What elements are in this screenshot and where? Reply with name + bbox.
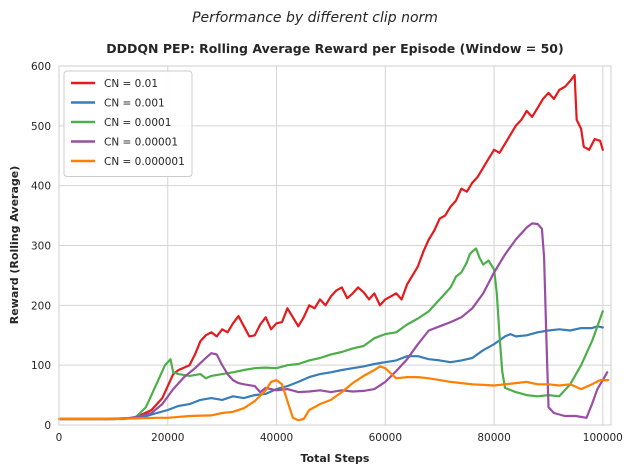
legend-label: CN = 0.01	[104, 78, 158, 90]
axis-ticks: 0 20000 40000 60000 80000 100000 0 100 200 300 400…	[31, 61, 623, 444]
legend-label: CN = 0.00001	[104, 137, 178, 149]
y-tick-label: 400	[31, 181, 51, 193]
series-line-cn-0-00001	[57, 222, 609, 421]
y-tick-label: 0	[44, 420, 51, 432]
x-tick-label: 20000	[151, 432, 184, 444]
x-tick-label: 0	[56, 432, 63, 444]
series-line-cn-0-01	[57, 73, 604, 421]
series-line-cn-0-0001	[57, 247, 604, 421]
legend-label: CN = 0.000001	[104, 156, 185, 168]
x-axis-label: Total Steps	[301, 452, 370, 465]
chart-title: DDDQN PEP: Rolling Average Reward per Ep…	[106, 41, 563, 56]
y-tick-label: 200	[31, 300, 51, 312]
series-line-cn-0-000001	[57, 365, 610, 422]
series-lines	[57, 73, 610, 422]
x-tick-label: 80000	[477, 432, 510, 444]
legend: CN = 0.01 CN = 0.001 CN = 0.0001 CN = 0.000…	[63, 70, 193, 177]
plot-frame	[58, 65, 612, 426]
series-line-cn-0-001	[57, 325, 604, 421]
legend-label: CN = 0.001	[104, 98, 165, 110]
x-tick-label: 60000	[369, 432, 402, 444]
y-axis-label: Reward (Rolling Average)	[8, 166, 21, 325]
legend-box	[63, 70, 193, 177]
y-tick-label: 100	[31, 360, 51, 372]
x-tick-label: 100000	[583, 432, 623, 444]
y-tick-label: 500	[31, 121, 51, 133]
chart-suptitle: Performance by different clip norm	[192, 10, 438, 26]
y-tick-label: 300	[31, 241, 51, 253]
y-tick-label: 600	[31, 61, 51, 73]
legend-label: CN = 0.0001	[104, 117, 171, 129]
x-tick-label: 40000	[260, 432, 293, 444]
